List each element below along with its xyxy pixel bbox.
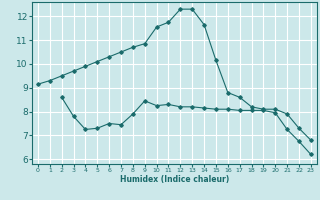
X-axis label: Humidex (Indice chaleur): Humidex (Indice chaleur) xyxy=(120,175,229,184)
